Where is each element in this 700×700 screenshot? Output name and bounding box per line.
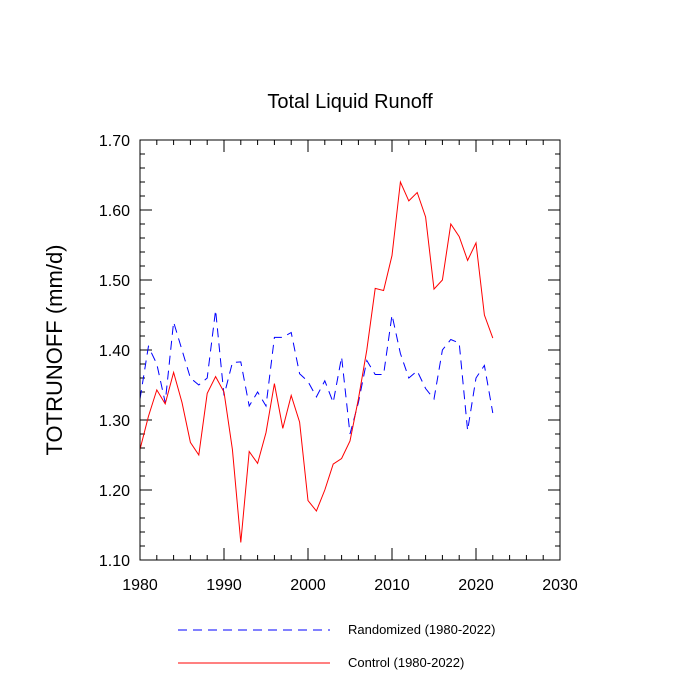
series-line-randomized (139, 310, 494, 435)
series-layer (139, 180, 494, 543)
plot-frame (139, 139, 561, 561)
y-tick-label: 1.70 (99, 133, 130, 150)
x-tick-label: 2020 (458, 577, 494, 594)
y-tick-label: 1.60 (99, 203, 130, 220)
x-tick-label: 1980 (122, 577, 158, 594)
chart-title: Total Liquid Runoff (267, 91, 433, 113)
x-tick-label: 2010 (374, 577, 410, 594)
legend-label-control: Control (1980-2022) (348, 655, 464, 670)
y-tick-label: 1.30 (99, 413, 130, 430)
y-axis-label: TOTRUNOFF (mm/d) (42, 244, 67, 455)
y-tick-label: 1.50 (99, 273, 130, 290)
legend-label-randomized: Randomized (1980-2022) (348, 622, 495, 637)
y-tick-label: 1.10 (99, 553, 130, 570)
y-tick-label: 1.40 (99, 343, 130, 360)
legend: Randomized (1980-2022) Control (1980-202… (178, 622, 495, 670)
series-line-control (139, 180, 494, 543)
axes: 1980 1990 2000 2010 2020 2030 1.10 1.20 1.30 1.40… (99, 133, 578, 594)
x-tick-label: 1990 (206, 577, 242, 594)
y-tick-label: 1.20 (99, 483, 130, 500)
x-tick-label: 2000 (290, 577, 326, 594)
x-tick-label: 2030 (542, 577, 578, 594)
